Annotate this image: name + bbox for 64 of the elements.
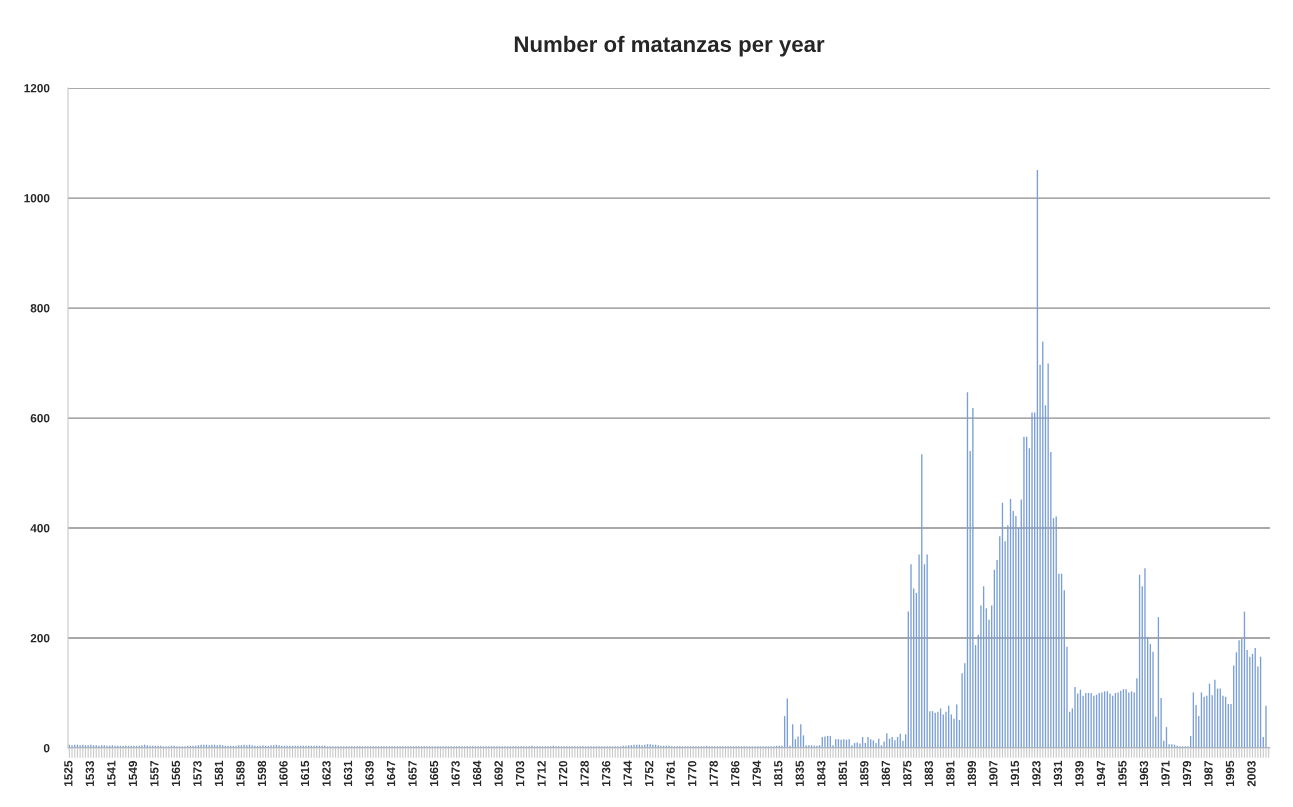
x-tick-label: 1549 <box>128 760 138 787</box>
x-tick-label: 1606 <box>279 760 288 787</box>
x-tick-label: 1835 <box>795 760 804 787</box>
x-tick-label: 1891 <box>946 760 955 787</box>
x-tick-label: 1931 <box>1053 760 1063 787</box>
x-tick-label: 1979 <box>1182 760 1192 787</box>
x-tick-label: 1955 <box>1118 760 1127 787</box>
x-tick-label: 1581 <box>214 760 224 787</box>
x-tick-label: 1639 <box>365 760 374 787</box>
x-tick-label: 1673 <box>451 760 460 787</box>
x-tick-label: 1631 <box>343 760 353 787</box>
y-tick-label: 1200 <box>24 84 50 93</box>
x-tick-label: 1907 <box>989 761 998 787</box>
x-tick-label: 1684 <box>472 760 482 787</box>
y-tick-label: 200 <box>30 634 50 643</box>
x-tick-label: 1728 <box>580 760 589 787</box>
y-tick-label: 0 <box>43 744 50 753</box>
x-tick-label: 1615 <box>300 760 310 787</box>
x-tick-label: 1692 <box>494 760 503 787</box>
x-tick-label: 1939 <box>1075 760 1084 787</box>
x-tick-label: 1815 <box>774 760 783 787</box>
x-tick-label: 1736 <box>601 760 611 787</box>
x-tick-label: 1963 <box>1139 760 1149 787</box>
x-tick-label: 1752 <box>644 760 654 787</box>
x-tick-label: 1598 <box>257 760 267 787</box>
x-tick-label: 1589 <box>236 760 245 787</box>
x-tick-label: 1987 <box>1204 761 1213 787</box>
x-tick-label: 1720 <box>558 760 568 787</box>
x-tick-label: 1525 <box>64 760 73 787</box>
x-tick-label: 1647 <box>386 761 396 787</box>
x-tick-label: 1770 <box>688 760 697 787</box>
x-tick-label: 1859 <box>860 760 869 787</box>
x-tick-label: 1883 <box>924 760 934 787</box>
chart-title: Number of matanzas per year <box>514 35 825 57</box>
x-tick-label: 1971 <box>1161 760 1170 787</box>
x-tick-label: 1761 <box>666 760 675 787</box>
x-tick-label: 1947 <box>1096 761 1106 787</box>
x-tick-label: 1657 <box>408 761 417 787</box>
x-tick-label: 1786 <box>731 760 740 787</box>
x-tick-label: 1851 <box>838 760 847 787</box>
x-tick-label: 1565 <box>171 760 181 787</box>
x-tick-label: 1843 <box>817 760 826 787</box>
x-tick-label: 1712 <box>537 760 546 787</box>
y-tick-label: 1000 <box>24 194 50 203</box>
x-tick-label: 1703 <box>515 760 525 787</box>
x-tick-label: 1533 <box>85 760 95 787</box>
x-tick-label: 1995 <box>1225 760 1235 787</box>
y-tick-label: 800 <box>30 304 50 313</box>
x-tick-label: 1778 <box>709 760 718 787</box>
x-tick-label: 1623 <box>322 760 331 787</box>
x-tick-label: 1875 <box>903 760 912 787</box>
x-tick-label: 1915 <box>1010 760 1020 787</box>
x-tick-label: 1557 <box>150 761 159 787</box>
x-tick-label: 1541 <box>107 760 116 787</box>
x-tick-label: 1899 <box>967 760 977 787</box>
y-tick-label: 400 <box>30 524 50 533</box>
x-tick-label: 1744 <box>623 760 632 787</box>
x-tick-label: 1923 <box>1032 760 1041 787</box>
x-tick-label: 2003 <box>1247 760 1256 787</box>
x-tick-label: 1867 <box>881 761 890 787</box>
x-tick-label: 1794 <box>752 760 761 787</box>
y-tick-label: 600 <box>30 414 50 423</box>
x-tick-label: 1665 <box>429 760 439 787</box>
x-tick-label: 1573 <box>193 760 202 787</box>
